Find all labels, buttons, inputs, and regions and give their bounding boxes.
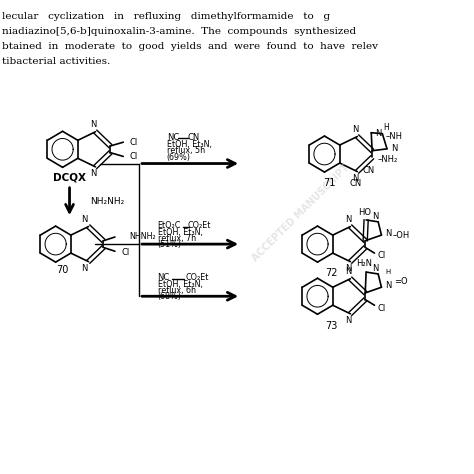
- Text: reflux, 5h: reflux, 5h: [167, 146, 205, 155]
- Text: N: N: [352, 125, 358, 134]
- Text: N: N: [345, 317, 351, 325]
- Text: NH₂NH₂: NH₂NH₂: [91, 197, 125, 206]
- Text: EtOH, Et₃N,: EtOH, Et₃N,: [157, 280, 202, 289]
- Text: CN: CN: [188, 133, 200, 142]
- Text: NHNH₂: NHNH₂: [129, 232, 155, 240]
- Text: N: N: [90, 170, 96, 178]
- Text: N: N: [372, 264, 378, 273]
- Text: H: H: [383, 124, 389, 132]
- Text: CN: CN: [362, 166, 374, 175]
- Text: 70: 70: [56, 265, 69, 275]
- Text: H: H: [386, 269, 391, 274]
- Text: Cl: Cl: [130, 152, 138, 161]
- Text: EtO₂C: EtO₂C: [157, 221, 181, 229]
- Text: –NH₂: –NH₂: [378, 155, 398, 164]
- Text: Cl: Cl: [377, 304, 385, 312]
- Text: Cl: Cl: [130, 138, 138, 146]
- Text: lecular   cyclization   in   refluxing   dimethylformamide   to   g: lecular cyclization in refluxing dimethy…: [2, 12, 330, 21]
- Text: N: N: [345, 264, 351, 273]
- Text: –OH: –OH: [392, 231, 410, 239]
- Text: reflux, 6h: reflux, 6h: [157, 286, 196, 295]
- Text: N: N: [82, 215, 88, 224]
- Text: Cl: Cl: [122, 248, 130, 256]
- Text: NC: NC: [167, 133, 179, 142]
- Text: btained  in  moderate  to  good  yields  and  were  found  to  have  relev: btained in moderate to good yields and w…: [2, 42, 378, 51]
- Text: N: N: [345, 215, 351, 224]
- Text: tibacterial activities.: tibacterial activities.: [2, 57, 110, 66]
- Text: niadiazino[5,6-b]quinoxalin-3-amine.  The  compounds  synthesized: niadiazino[5,6-b]quinoxalin-3-amine. The…: [2, 27, 356, 36]
- Text: reflux, 7h: reflux, 7h: [157, 234, 196, 243]
- Text: (68%): (68%): [157, 292, 182, 301]
- Text: N: N: [345, 267, 351, 276]
- Text: N: N: [372, 212, 378, 220]
- Text: 73: 73: [325, 320, 337, 331]
- Text: Cl: Cl: [377, 252, 385, 260]
- Text: (51%): (51%): [157, 240, 182, 249]
- Text: CO₂Et: CO₂Et: [185, 273, 209, 282]
- Text: EtOH, Et₃N,: EtOH, Et₃N,: [157, 228, 202, 237]
- Text: DCQX: DCQX: [53, 173, 86, 183]
- Text: N: N: [385, 229, 392, 237]
- Text: =O: =O: [394, 277, 408, 286]
- Text: 72: 72: [325, 268, 337, 279]
- Text: N: N: [90, 120, 96, 129]
- Text: HO: HO: [358, 208, 371, 217]
- Text: –NH: –NH: [385, 132, 402, 140]
- Text: CO₂Et: CO₂Et: [188, 221, 211, 229]
- Text: CN: CN: [350, 179, 362, 188]
- Text: ACCEPTED MANUSCRIPT: ACCEPTED MANUSCRIPT: [251, 163, 352, 264]
- Text: N: N: [391, 145, 397, 153]
- Text: EtOH, Et₃N,: EtOH, Et₃N,: [167, 140, 212, 149]
- Text: NC: NC: [157, 273, 170, 282]
- Text: N: N: [385, 281, 392, 290]
- Text: H₂N: H₂N: [356, 259, 372, 268]
- Text: N: N: [375, 129, 382, 138]
- Text: 71: 71: [323, 178, 335, 189]
- Text: N: N: [82, 264, 88, 273]
- Text: (69%): (69%): [167, 153, 191, 162]
- Text: N: N: [352, 174, 358, 183]
